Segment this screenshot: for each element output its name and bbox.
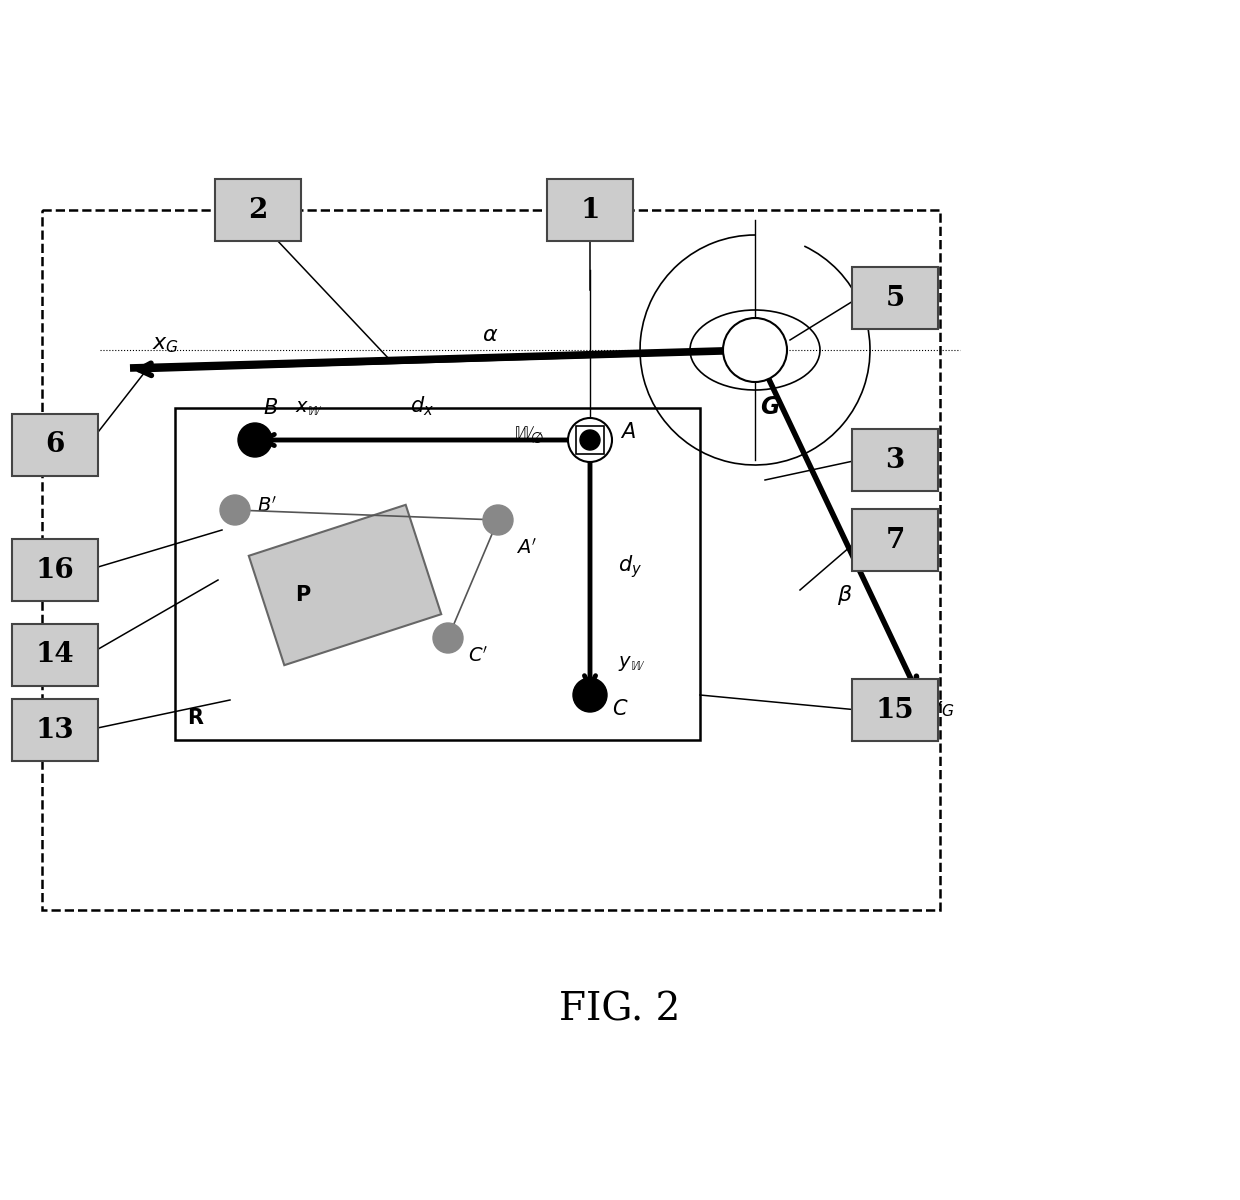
Text: $\mathbf{P}$: $\mathbf{P}$: [295, 584, 311, 605]
FancyBboxPatch shape: [215, 179, 301, 241]
Text: 3: 3: [885, 446, 905, 474]
Circle shape: [433, 623, 463, 653]
Text: $\beta$: $\beta$: [837, 583, 853, 607]
Circle shape: [580, 430, 600, 450]
FancyBboxPatch shape: [12, 624, 98, 686]
FancyBboxPatch shape: [852, 428, 937, 491]
Text: 14: 14: [36, 642, 74, 668]
FancyBboxPatch shape: [547, 179, 632, 241]
Text: $C'$: $C'$: [467, 646, 489, 666]
Text: $y_G$: $y_G$: [928, 697, 955, 719]
Text: $C$: $C$: [613, 698, 629, 719]
Bar: [577, 426, 604, 454]
FancyBboxPatch shape: [12, 539, 98, 601]
Text: FIG. 2: FIG. 2: [559, 991, 681, 1028]
FancyBboxPatch shape: [852, 679, 937, 740]
Polygon shape: [249, 505, 441, 665]
Text: $\mathbb{W}_{\emptyset}$: $\mathbb{W}_{\emptyset}$: [512, 425, 543, 445]
Text: 16: 16: [36, 557, 74, 583]
Circle shape: [219, 494, 250, 526]
Text: $d_x$: $d_x$: [410, 395, 434, 418]
Text: $A'$: $A'$: [516, 538, 537, 558]
Text: 13: 13: [36, 716, 74, 744]
Circle shape: [723, 318, 787, 382]
Text: $B'$: $B'$: [257, 496, 278, 516]
Text: 15: 15: [875, 696, 914, 724]
Text: $x_G$: $x_G$: [153, 332, 179, 355]
Text: 5: 5: [885, 284, 905, 312]
Circle shape: [238, 422, 272, 457]
Text: 2: 2: [248, 197, 268, 223]
FancyBboxPatch shape: [852, 509, 937, 571]
Text: $A$: $A$: [620, 422, 636, 442]
FancyBboxPatch shape: [852, 266, 937, 329]
Text: $\alpha$: $\alpha$: [482, 324, 498, 346]
Bar: [175, 408, 701, 740]
Circle shape: [568, 418, 613, 462]
Circle shape: [484, 505, 513, 535]
Text: $y_\mathbb{W}$: $y_\mathbb{W}$: [618, 654, 645, 673]
Text: $x_\mathbb{W}$: $x_\mathbb{W}$: [295, 400, 322, 418]
Text: $B$: $B$: [263, 398, 278, 418]
Text: 1: 1: [580, 197, 600, 223]
Text: 6: 6: [46, 432, 64, 458]
Text: $d_y$: $d_y$: [618, 553, 642, 581]
Text: $\mathbf{R}$: $\mathbf{R}$: [187, 708, 205, 728]
FancyBboxPatch shape: [12, 698, 98, 761]
Text: 7: 7: [885, 527, 905, 553]
FancyBboxPatch shape: [12, 414, 98, 476]
Text: $\boldsymbol{G}$: $\boldsymbol{G}$: [760, 395, 780, 419]
Bar: [42, 210, 940, 910]
Circle shape: [573, 678, 608, 712]
